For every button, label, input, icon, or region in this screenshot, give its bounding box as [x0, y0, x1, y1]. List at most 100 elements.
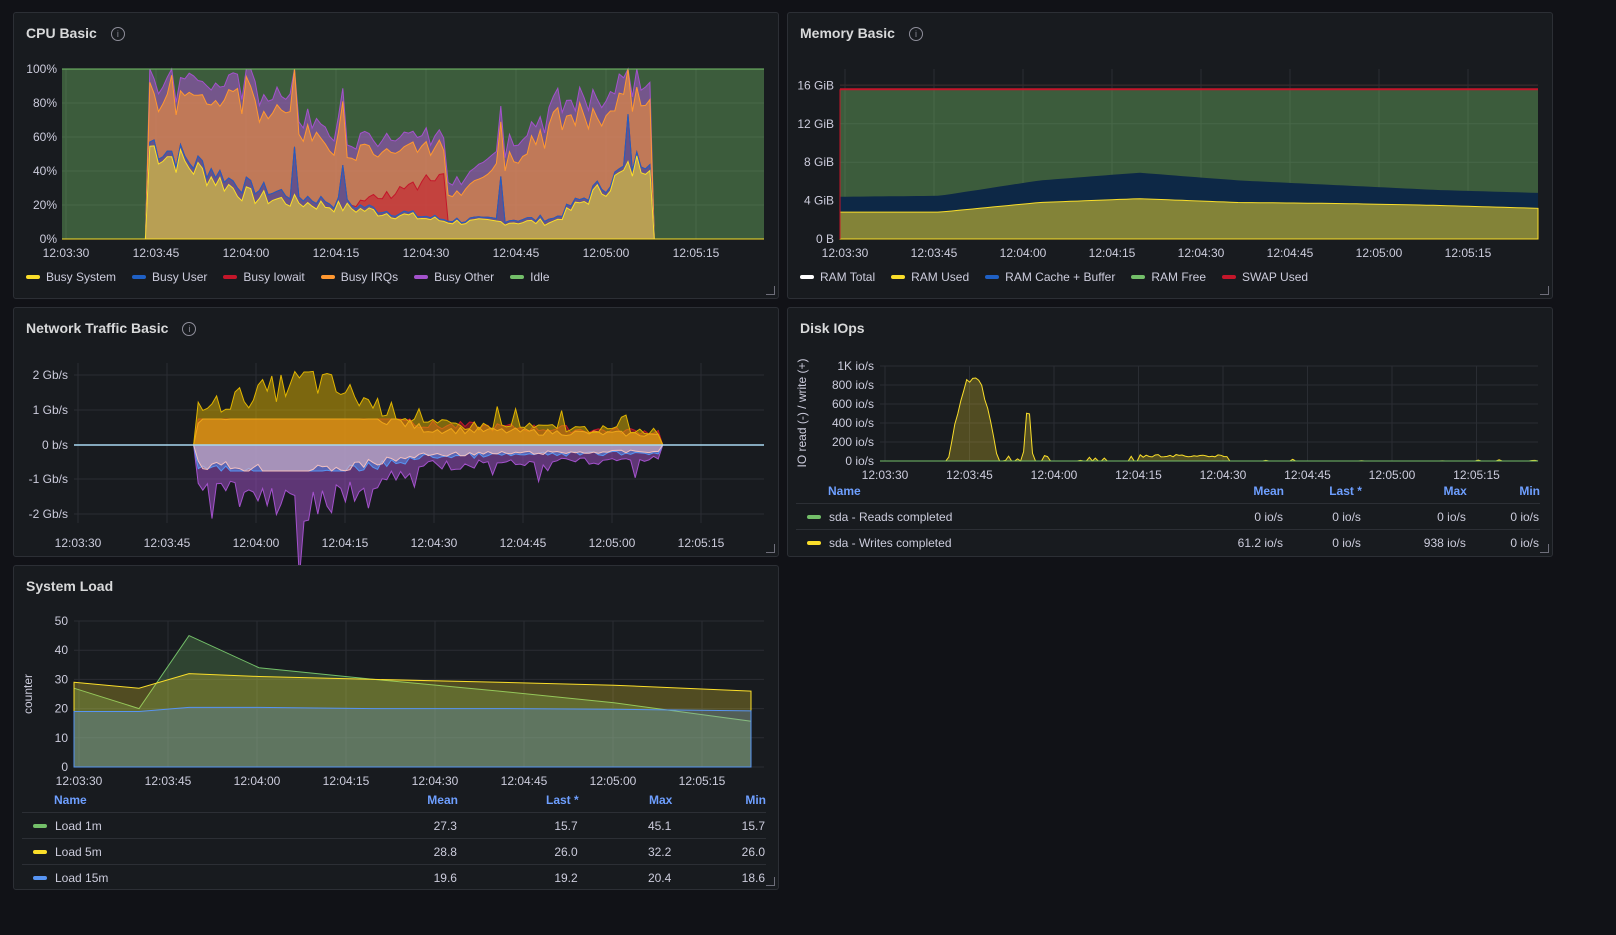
column-header[interactable]: Name — [54, 793, 87, 807]
x-tick-label: 12:03:30 — [55, 536, 102, 550]
legend-item[interactable]: RAM Free — [1131, 270, 1206, 284]
network-chart[interactable]: -2 Gb/s -1 Gb/s 0 b/s 1 Gb/s 2 Gb/s 12:03:30 1… — [14, 308, 780, 578]
y-tick-label: -1 Gb/s — [29, 472, 68, 486]
y-tick-label: 20 — [55, 702, 69, 716]
legend-swatch — [1222, 275, 1237, 279]
x-tick-label: 12:04:45 — [493, 246, 540, 260]
x-tick-label: 12:05:00 — [589, 536, 636, 550]
cpu-legend: Busy System Busy User Busy Iowait Busy IRQs… — [26, 270, 550, 284]
legend-item[interactable]: RAM Cache + Buffer — [985, 270, 1115, 284]
resize-handle[interactable] — [1540, 544, 1549, 553]
table-row[interactable]: sda - Writes completed 61.2 io/s 0 io/s … — [796, 529, 1540, 555]
column-header[interactable]: Last * — [545, 793, 579, 807]
mean-cell: 19.6 — [344, 864, 458, 890]
column-header[interactable]: Min — [745, 793, 766, 807]
legend-item[interactable]: Busy Other — [414, 270, 494, 284]
x-tick-label: 12:05:00 — [1369, 468, 1416, 482]
legend-item[interactable]: Busy Iowait — [223, 270, 305, 284]
legend-swatch — [223, 275, 238, 279]
x-tick-label: 12:04:30 — [411, 536, 458, 550]
legend-swatch — [510, 275, 525, 279]
row-name: sda - Reads completed — [796, 503, 1172, 530]
x-tick-label: 12:04:15 — [322, 536, 369, 550]
legend-label: Busy User — [152, 270, 208, 284]
legend-swatch — [800, 275, 814, 279]
x-tick-label: 12:04:15 — [313, 246, 360, 260]
min-cell: 18.6 — [672, 864, 766, 890]
resize-handle[interactable] — [1540, 286, 1549, 295]
x-tick-label: 12:04:00 — [223, 246, 270, 260]
legend-item[interactable]: RAM Total — [800, 270, 875, 284]
y-tick-label: 100% — [26, 62, 57, 76]
y-tick-label: 4 GiB — [804, 194, 834, 208]
x-tick-label: 12:05:15 — [679, 774, 726, 788]
info-icon[interactable]: i — [182, 322, 197, 336]
column-header[interactable]: Mean — [1253, 484, 1285, 498]
y-tick-label: 12 GiB — [797, 117, 834, 131]
cpu-chart[interactable]: 0% 20% 40% 60% 80% 100% 12:03:30 12:03:45 12:04:… — [14, 13, 780, 300]
legend-item[interactable]: RAM Used — [891, 270, 969, 284]
x-tick-label: 12:04:45 — [1284, 468, 1331, 482]
network-series-area — [74, 444, 764, 578]
legend-item[interactable]: Idle — [510, 270, 550, 284]
info-icon[interactable]: i — [110, 27, 125, 41]
table-row[interactable]: Load 1m 27.3 15.7 45.1 15.7 — [22, 812, 766, 839]
x-tick-label: 12:04:00 — [1000, 246, 1047, 260]
y-tick-label: 200 io/s — [832, 435, 874, 449]
table-row[interactable]: sda - Reads completed 0 io/s 0 io/s 0 io… — [796, 503, 1540, 530]
series-swatch — [807, 515, 821, 520]
x-tick-label: 12:03:30 — [43, 246, 90, 260]
panel-title: Network Traffic Basic i — [26, 320, 197, 336]
legend-label: Busy IRQs — [340, 270, 399, 284]
legend-label: RAM Total — [820, 270, 876, 284]
series-swatch — [33, 850, 47, 855]
column-header[interactable]: Max — [1443, 484, 1467, 498]
x-tick-label: 12:04:00 — [1031, 468, 1078, 482]
resize-handle[interactable] — [766, 877, 775, 886]
memory-basic-panel: Memory Basic i 0 B 4 GiB 8 GiB 12 GiB 16 GiB 1… — [787, 12, 1553, 299]
y-tick-label: 40 — [55, 643, 69, 657]
table-row[interactable]: Load 15m 19.6 19.2 20.4 18.6 — [22, 864, 766, 890]
legend-item[interactable]: Busy User — [132, 270, 207, 284]
y-tick-label: 30 — [55, 672, 69, 686]
y-tick-label: 50 — [55, 614, 69, 628]
legend-label: Busy System — [46, 270, 117, 284]
column-header[interactable]: Min — [1519, 484, 1540, 498]
disk-chart[interactable]: 0 io/s 200 io/s 400 io/s 600 io/s 800 io/s 1K… — [788, 308, 1554, 558]
column-header[interactable]: Mean — [427, 793, 458, 807]
load-chart[interactable]: 0 10 20 30 40 50 12:03:30 12:03:45 12:04:00 12:04… — [14, 566, 780, 891]
min-cell: 26.0 — [672, 838, 766, 865]
x-tick-label: 12:04:15 — [1115, 468, 1162, 482]
max-cell: 32.2 — [578, 838, 673, 865]
legend-item[interactable]: SWAP Used — [1222, 270, 1308, 284]
min-cell: 0 io/s — [1466, 503, 1540, 530]
memory-chart[interactable]: 0 B 4 GiB 8 GiB 12 GiB 16 GiB 12:03:30 12:03:4… — [788, 13, 1554, 300]
info-icon[interactable]: i — [908, 27, 923, 41]
x-tick-label: 12:04:45 — [500, 536, 547, 550]
column-header[interactable]: Last * — [1329, 484, 1362, 498]
legend-item[interactable]: Busy System — [26, 270, 116, 284]
table-row[interactable]: Load 5m 28.8 26.0 32.2 26.0 — [22, 838, 766, 865]
panel-title: CPU Basic i — [26, 25, 125, 41]
y-tick-label: 40% — [33, 164, 57, 178]
cpu-basic-panel: CPU Basic i 0% 20% 40% 60% 80% 100% 12:03:30 12:… — [13, 12, 779, 299]
x-tick-label: 12:04:45 — [1267, 246, 1314, 260]
x-tick-label: 12:05:00 — [590, 774, 637, 788]
column-header[interactable]: Max — [648, 793, 673, 807]
y-tick-label: 1 Gb/s — [33, 403, 68, 417]
last-cell: 0 io/s — [1284, 529, 1362, 555]
network-traffic-panel: Network Traffic Basic i -2 Gb/s -1 Gb/s 0 b… — [13, 307, 780, 578]
series-swatch — [807, 541, 821, 546]
x-tick-label: 12:03:45 — [911, 246, 958, 260]
legend-swatch — [985, 275, 1000, 279]
x-tick-label: 12:04:00 — [233, 536, 280, 550]
last-cell: 0 io/s — [1284, 503, 1362, 530]
column-header[interactable]: Name — [828, 484, 861, 498]
legend-label: SWAP Used — [1242, 270, 1309, 284]
y-tick-label: 16 GiB — [797, 78, 834, 92]
y-tick-label: 10 — [55, 731, 69, 745]
resize-handle[interactable] — [766, 286, 775, 295]
panel-title: Disk IOps — [800, 320, 865, 336]
resize-handle[interactable] — [766, 544, 775, 553]
legend-item[interactable]: Busy IRQs — [320, 270, 399, 284]
